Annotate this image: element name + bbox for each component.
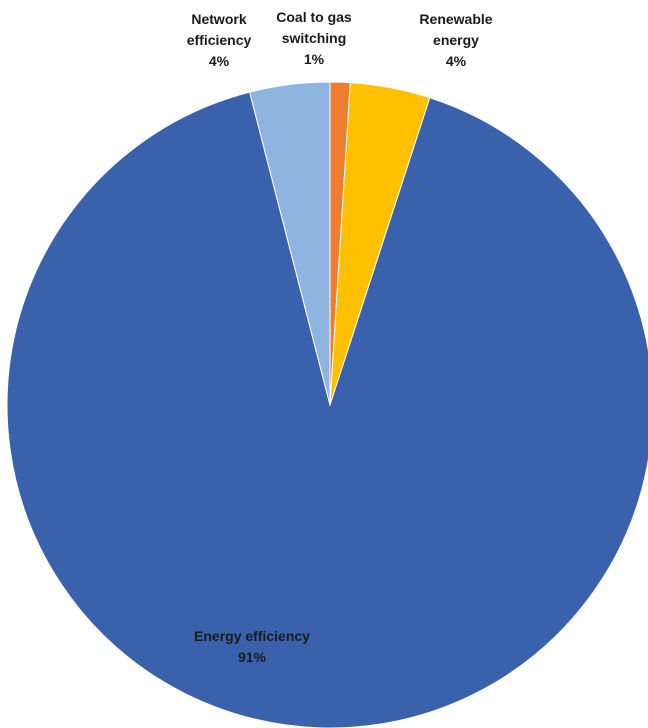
pie-slice-network-efficiency xyxy=(249,81,331,406)
data-label-energy-efficiency: Energy efficiency 91% xyxy=(194,628,310,665)
data-label-renewable-energy: Renewable energy 4% xyxy=(419,11,492,69)
slice-labels: Coal to gas switching 1% Renewable energy 4% E… xyxy=(187,9,493,665)
data-label-network-efficiency: Network efficiency 4% xyxy=(187,11,252,69)
data-label-coal-to-gas-switching: Coal to gas switching 1% xyxy=(276,9,352,67)
pie-slices xyxy=(6,81,648,728)
